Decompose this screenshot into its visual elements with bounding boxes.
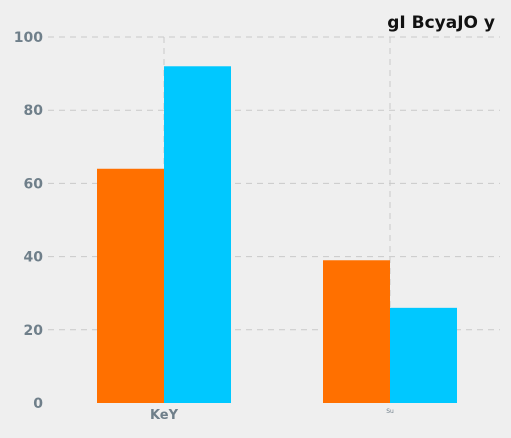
- y-tick-label: 100: [14, 30, 43, 46]
- x-axis-ticks: KeY Su: [150, 408, 394, 423]
- y-tick-label: 0: [33, 396, 43, 412]
- x-tick-label: KeY: [150, 408, 179, 423]
- x-tick-label: Su: [386, 408, 394, 415]
- y-tick-label: 20: [24, 323, 44, 339]
- bars: [97, 66, 457, 403]
- chart-title: gI BcyaJO y: [387, 13, 495, 33]
- bar: [323, 260, 390, 403]
- y-tick-label: 60: [24, 176, 44, 192]
- y-tick-label: 80: [24, 103, 44, 119]
- bar: [97, 168, 164, 403]
- y-tick-label: 40: [24, 250, 44, 266]
- bar: [164, 66, 231, 403]
- bar: [390, 307, 457, 403]
- y-axis-ticks: 0 20 40 60 80 100: [14, 30, 43, 412]
